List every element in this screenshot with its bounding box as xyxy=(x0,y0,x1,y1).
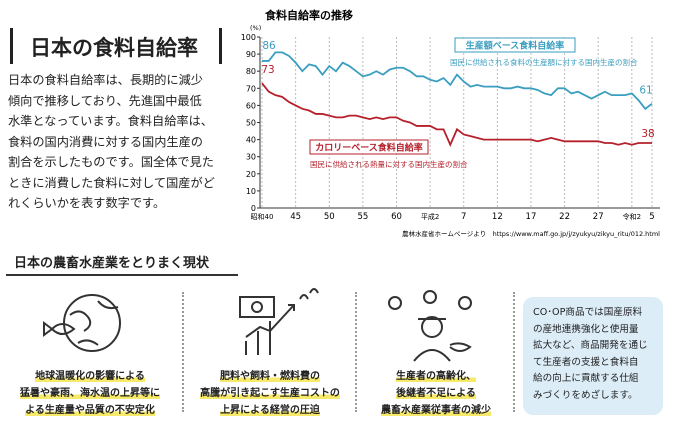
note-line: て生産者の支援と食料自 xyxy=(533,355,663,372)
data-label: 61 xyxy=(639,85,652,97)
x-tick-label: 7 xyxy=(461,212,466,222)
series-line xyxy=(262,83,652,145)
data-label: 86 xyxy=(262,40,276,52)
caption-line: よる生産量や品質の不安定化 xyxy=(0,402,180,419)
caption-line: 肥料や飼料・燃料費の xyxy=(186,368,354,385)
section-title: 日本の農畜水産業をとりまく現状 xyxy=(14,252,209,271)
caption-line: 農畜水産業従事者の減少 xyxy=(358,402,514,419)
caption-line: 地球温暖化の影響による xyxy=(0,368,180,385)
y-tick-label: 90 xyxy=(246,50,256,59)
caption-line: 後継者不足による xyxy=(358,385,514,402)
caption-line-text: 後継者不足による xyxy=(396,388,476,399)
x-tick-label: 5 xyxy=(649,212,654,222)
note-line: CO･OP商品では国産原料 xyxy=(533,305,663,322)
caption-line-text: 肥料や飼料・燃料費の xyxy=(220,371,320,382)
x-tick-label: 60 xyxy=(391,212,402,222)
note-line: の産地連携強化と使用量 xyxy=(533,322,663,339)
x-tick-label: 22 xyxy=(559,212,570,222)
x-tick-label: 令和2 xyxy=(623,212,641,221)
y-tick-label: 40 xyxy=(246,136,256,145)
x-tick-label: 55 xyxy=(357,212,368,222)
y-tick-label: 60 xyxy=(246,101,256,110)
x-tick-label: 45 xyxy=(290,212,301,222)
x-tick-label: 50 xyxy=(324,212,335,222)
x-tick-label: 12 xyxy=(492,212,503,222)
x-tick-label: 27 xyxy=(593,212,604,222)
chart-title: 食料自給率の推移 xyxy=(265,8,353,22)
caption-line-text: 高騰が引き起こす生産コストの xyxy=(200,388,340,399)
caption-line-text: 猛暑や豪雨、海水温の上昇等に xyxy=(20,388,160,399)
y-tick-label: 20 xyxy=(246,170,256,179)
y-unit: (%) xyxy=(250,24,261,32)
caption-line-text: 上昇による経営の圧迫 xyxy=(220,405,320,416)
caption: 肥料や飼料・燃料費の高騰が引き起こす生産コストの上昇による経営の圧迫 xyxy=(186,368,354,419)
source: 農林水産省ホームページより https://www.maff.go.jp/j/z… xyxy=(402,229,660,238)
y-tick-label: 100 xyxy=(241,33,256,42)
caption-line-text: 農畜水産業従事者の減少 xyxy=(381,405,491,416)
caption: 生産者の高齢化、後継者不足による農畜水産業従事者の減少 xyxy=(358,368,514,419)
note-line: 給の向上に貢献する仕組 xyxy=(533,371,663,388)
farmer-icon xyxy=(389,291,471,361)
caption-line: 猛暑や豪雨、海水温の上昇等に xyxy=(0,385,180,402)
data-label: 73 xyxy=(261,64,274,76)
section-rule xyxy=(6,274,238,276)
earth-icon xyxy=(44,295,120,351)
note-box: CO･OP商品では国産原料の産地連携強化と使用量拡大など、商品開発を通じて生産者… xyxy=(523,297,663,415)
caption-line: 高騰が引き起こす生産コストの xyxy=(186,385,354,402)
caption-line-text: 地球温暖化の影響による xyxy=(35,371,145,382)
page: 日本の食料自給率 日本の食料自給率は、長期的に減少傾向で推移しており、先進国中最… xyxy=(0,0,675,425)
legend-label: カロリーベース食料自給率 xyxy=(315,142,423,154)
y-tick-label: 10 xyxy=(246,187,256,196)
icons xyxy=(0,285,520,365)
y-tick-label: 70 xyxy=(246,84,256,93)
y-tick-label: 0 xyxy=(251,204,256,213)
y-tick-label: 50 xyxy=(246,119,256,128)
legend-description: 国民に供給される熱量に対する国内生産の割合 xyxy=(310,159,468,169)
x-tick-label: 平成2 xyxy=(421,212,439,221)
x-tick-label: 昭和40 xyxy=(251,212,274,221)
x-tick-label: 17 xyxy=(526,212,537,222)
note-line: 拡大など、商品開発を通じ xyxy=(533,338,663,355)
y-tick-label: 80 xyxy=(246,67,256,76)
data-label: 38 xyxy=(641,128,654,140)
caption: 地球温暖化の影響による猛暑や豪雨、海水温の上昇等による生産量や品質の不安定化 xyxy=(0,368,180,419)
caption-line-text: 生産者の高齢化、 xyxy=(396,371,476,382)
caption-line: 生産者の高齢化、 xyxy=(358,368,514,385)
chart: 食料自給率の推移 (%) 0 10 20 30 40 50 60 70 80 90 100 昭和40 45 5… xyxy=(0,0,675,245)
y-tick-label: 30 xyxy=(246,153,256,162)
note-line: みづくりをめざします。 xyxy=(533,388,663,405)
legend-label: 生産額ベース食料自給率 xyxy=(466,40,565,52)
cost-icon xyxy=(240,289,318,355)
caption-line: 上昇による経営の圧迫 xyxy=(186,402,354,419)
legend-description: 国民に供給される食料の生産額に対する国内生産の割合 xyxy=(450,57,638,67)
caption-line-text: よる生産量や品質の不安定化 xyxy=(25,405,155,416)
